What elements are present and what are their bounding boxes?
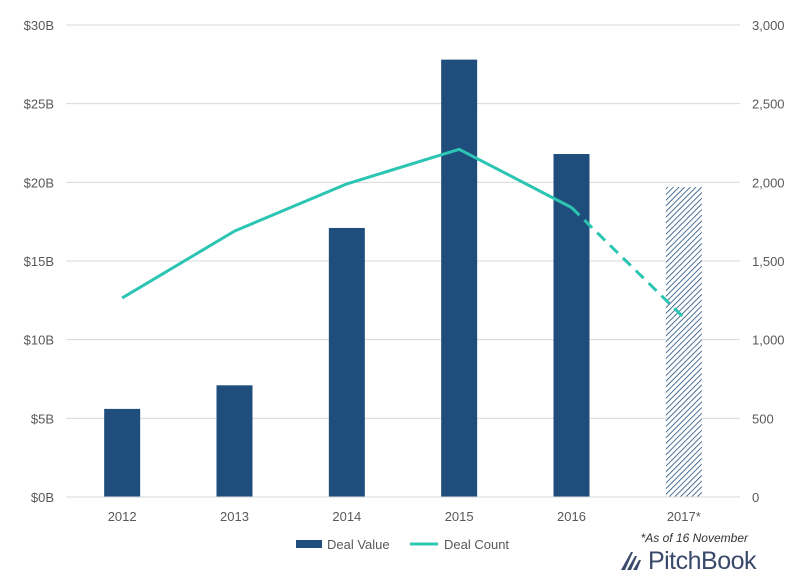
gridlines — [66, 24, 740, 419]
legend-label-deal-count: Deal Count — [444, 537, 509, 552]
legend-swatch-deal-value — [296, 540, 322, 548]
footnote: *As of 16 November — [640, 531, 748, 545]
right-tick-label: 500 — [752, 411, 774, 426]
x-tick-label: 2013 — [220, 509, 249, 524]
bar — [216, 385, 253, 497]
bar — [328, 227, 365, 497]
right-tick-label: 2,000 — [752, 175, 785, 190]
pitchbook-logo: PitchBook — [618, 546, 757, 576]
legend-label-deal-value: Deal Value — [327, 537, 390, 552]
right-tick-label: 3,000 — [752, 18, 785, 33]
right-axis: 0 500 1,000 1,500 2,000 2,500 3,000 — [752, 18, 785, 505]
left-tick-label: $25B — [24, 97, 54, 112]
bar — [553, 154, 590, 497]
pitchbook-logo-icon — [620, 552, 641, 570]
x-axis: 2012 2013 2014 2015 2016 2017* — [108, 509, 701, 524]
left-tick-label: $10B — [24, 333, 54, 348]
legend: Deal Value Deal Count — [296, 537, 509, 552]
x-tick-label: 2014 — [332, 509, 361, 524]
left-tick-label: $5B — [31, 411, 54, 426]
bars — [104, 59, 702, 497]
x-tick-label: 2015 — [445, 509, 474, 524]
left-tick-label: $15B — [24, 254, 54, 269]
right-tick-label: 1,000 — [752, 333, 785, 348]
left-axis: $0B $5B $10B $15B $20B $25B $30B — [24, 18, 54, 505]
bar — [441, 59, 478, 497]
right-tick-label: 2,500 — [752, 97, 785, 112]
x-tick-label: 2012 — [108, 509, 137, 524]
deal-count-line — [121, 147, 685, 319]
deal-count-line-dashed — [570, 206, 685, 319]
right-tick-label: 0 — [752, 490, 759, 505]
right-tick-label: 1,500 — [752, 254, 785, 269]
left-tick-label: $20B — [24, 175, 54, 190]
x-tick-label: 2016 — [557, 509, 586, 524]
x-tick-label: 2017* — [667, 509, 701, 524]
left-tick-label: $30B — [24, 18, 54, 33]
pitchbook-logo-text: PitchBook — [647, 546, 757, 575]
left-tick-label: $0B — [31, 490, 54, 505]
bar — [104, 408, 141, 497]
bar-estimated — [665, 187, 702, 497]
